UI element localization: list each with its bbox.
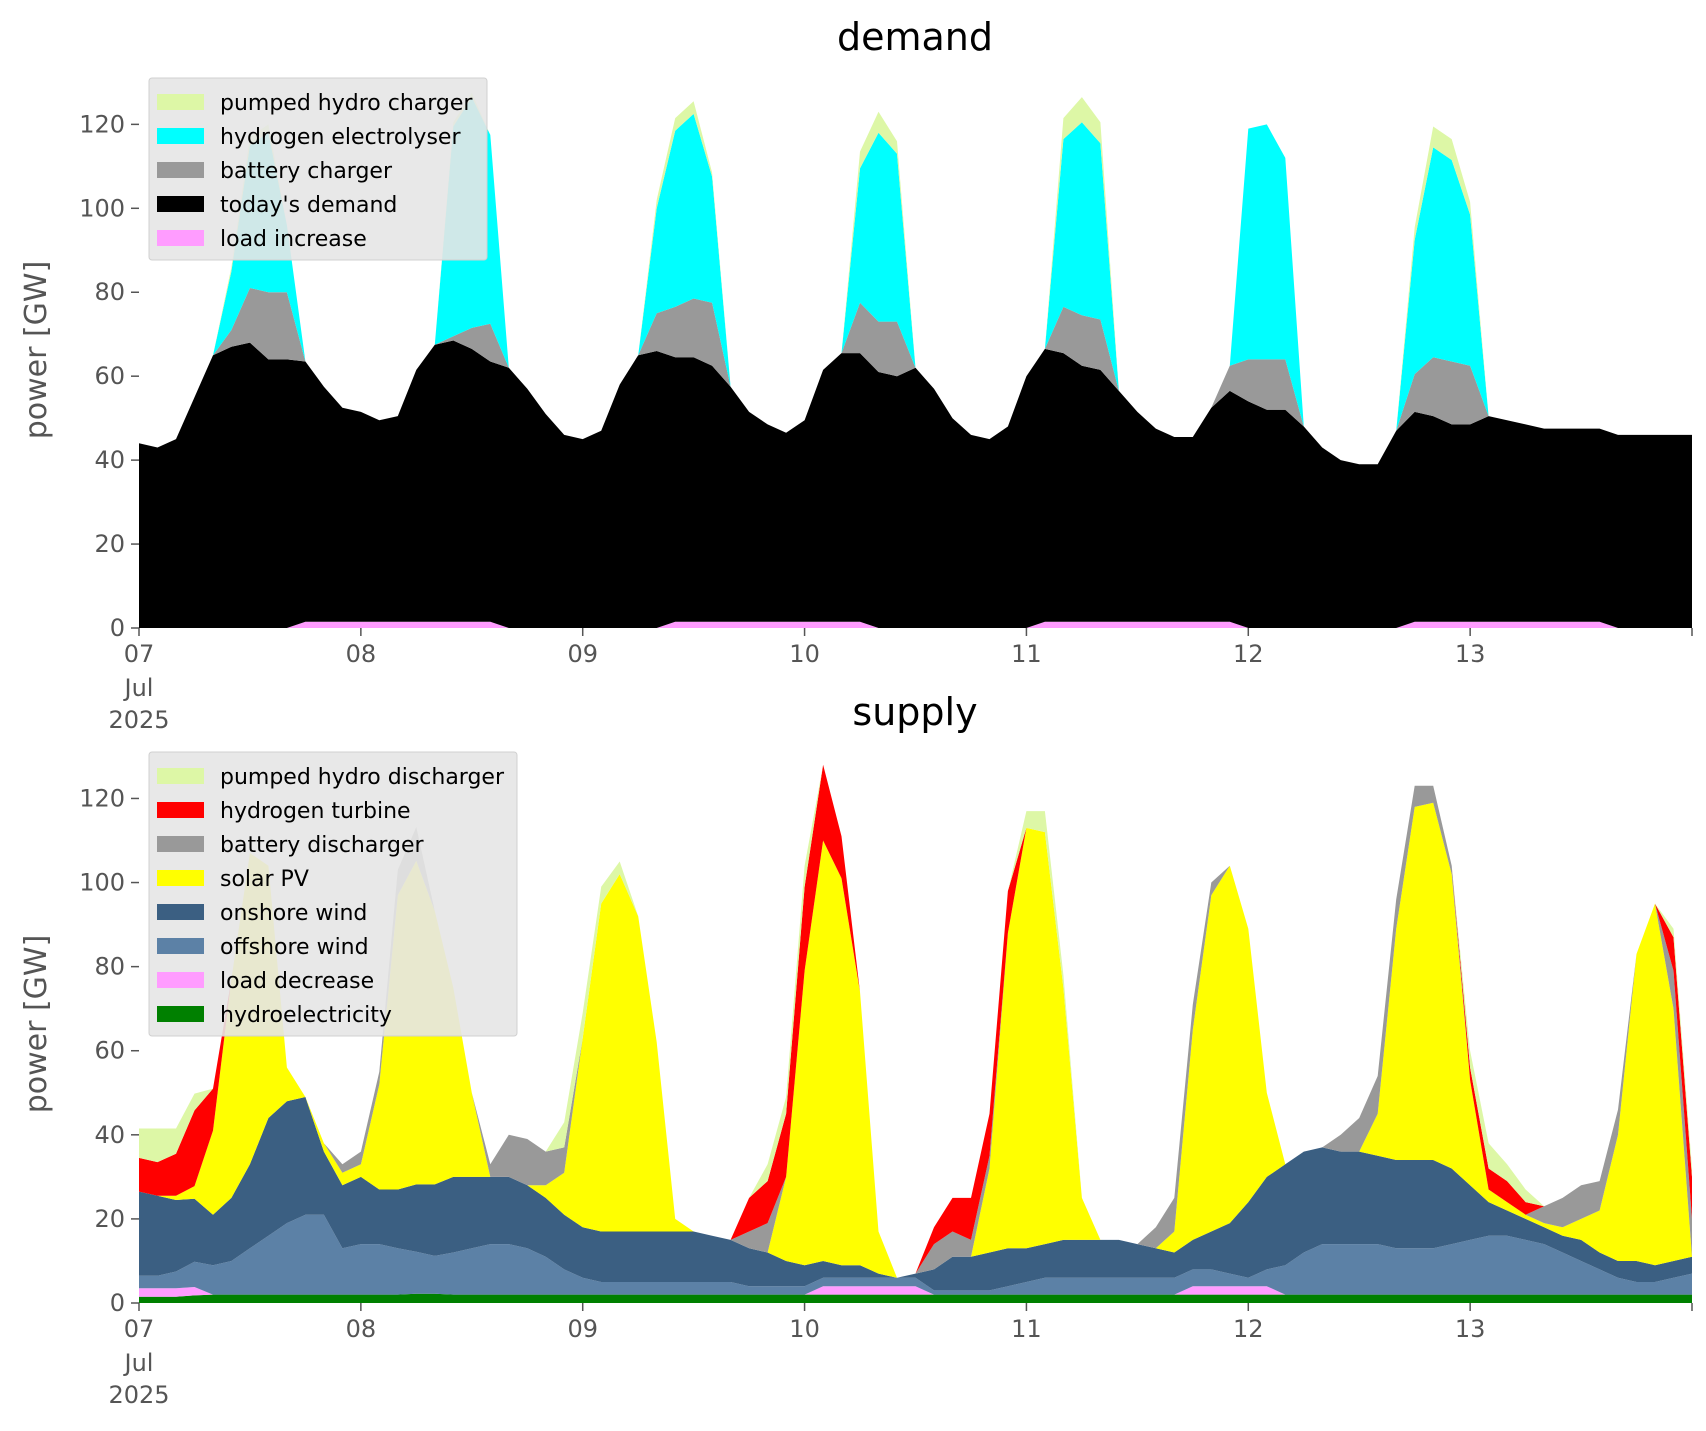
x-axis-ticks: 07 Jul 2025 08 09 10 11 12 13: [108, 1303, 1693, 1409]
legend-label: hydrogen turbine: [220, 799, 411, 824]
legend-label: hydroelectricity: [220, 1003, 392, 1028]
area-hydroelectricity: [139, 1293, 1692, 1303]
demand-panel: demand power [GW] 0 20 40 60 80 100 120 07 Jul 2…: [19, 15, 1693, 734]
x-tick-label: 08: [346, 1315, 377, 1343]
area-onshore-wind: [139, 1097, 1692, 1291]
area-battery-discharger: [139, 785, 1692, 1278]
x-tick-sublabel: Jul: [123, 1349, 154, 1377]
y-tick-label: 60: [94, 362, 125, 390]
x-tick-label: 07: [124, 640, 155, 668]
legend: pumped hydro charger hydrogen electrolyse…: [148, 77, 488, 261]
x-tick-sublabel: 2025: [108, 1381, 169, 1409]
legend-label: hydrogen electrolyser: [220, 125, 461, 150]
legend-label: onshore wind: [220, 901, 367, 926]
y-tick-label: 20: [94, 1205, 125, 1233]
x-tick-label: 08: [346, 640, 377, 668]
supply-panel: supply power [GW] 0 20 40 60 80 100 120 07 Jul 2…: [19, 690, 1693, 1409]
area-solar-pv: [139, 802, 1692, 1278]
area-offshore-wind: [139, 1214, 1692, 1295]
legend-swatch: [157, 938, 204, 954]
legend-swatch: [157, 196, 204, 212]
x-tick-label: 09: [567, 1315, 598, 1343]
y-axis-ticks: 0 20 40 60 80 100 120: [79, 784, 139, 1317]
y-tick-label: 60: [94, 1037, 125, 1065]
y-tick-label: 0: [110, 614, 125, 642]
legend-label: load increase: [220, 227, 367, 252]
area-layers: [139, 764, 1692, 1303]
legend-label: pumped hydro discharger: [220, 765, 505, 790]
area-layers: [139, 92, 1692, 628]
legend-label: pumped hydro charger: [220, 91, 473, 116]
y-tick-label: 80: [94, 278, 125, 306]
x-tick-label: 11: [1011, 640, 1042, 668]
legend-swatch: [157, 230, 204, 246]
y-axis-label: power [GW]: [19, 261, 54, 440]
legend: pumped hydro discharger hydrogen turbine b…: [148, 751, 518, 1037]
chart-title: supply: [852, 690, 977, 734]
area-load-decrease: [139, 1286, 1692, 1297]
x-tick-label: 10: [789, 1315, 820, 1343]
x-tick-label: 12: [1233, 1315, 1264, 1343]
legend-swatch: [157, 972, 204, 988]
legend-label: today's demand: [220, 193, 397, 218]
legend-label: solar PV: [220, 867, 309, 892]
chart-title: demand: [837, 15, 993, 59]
x-tick-label: 13: [1455, 640, 1486, 668]
y-tick-label: 100: [79, 194, 125, 222]
y-tick-label: 20: [94, 530, 125, 558]
legend-swatch: [157, 836, 204, 852]
y-tick-label: 80: [94, 953, 125, 981]
y-tick-label: 0: [110, 1289, 125, 1317]
x-tick-label: 13: [1455, 1315, 1486, 1343]
legend-swatch: [157, 904, 204, 920]
legend-swatch: [157, 128, 204, 144]
area-hydrogen-electrolyser: [139, 97, 1692, 465]
legend-label: offshore wind: [220, 935, 369, 960]
x-tick-sublabel: 2025: [108, 706, 169, 734]
legend-label: battery discharger: [220, 833, 425, 858]
legend-swatch: [157, 870, 204, 886]
area-today-s-demand: [139, 340, 1692, 628]
x-tick-label: 12: [1233, 640, 1264, 668]
legend-swatch: [157, 1006, 204, 1022]
x-tick-label: 09: [567, 640, 598, 668]
legend-swatch: [157, 94, 204, 110]
x-tick-sublabel: Jul: [123, 674, 154, 702]
legend-label: battery charger: [220, 159, 393, 184]
y-tick-label: 100: [79, 869, 125, 897]
y-tick-label: 40: [94, 1121, 125, 1149]
area-load-increase: [139, 621, 1692, 628]
x-tick-label: 11: [1011, 1315, 1042, 1343]
legend-swatch: [157, 768, 204, 784]
y-axis-ticks: 0 20 40 60 80 100 120: [79, 110, 139, 642]
x-tick-label: 10: [789, 640, 820, 668]
y-tick-label: 120: [79, 784, 125, 812]
legend-box: [148, 751, 518, 1037]
legend-swatch: [157, 802, 204, 818]
x-tick-label: 07: [124, 1315, 155, 1343]
x-axis-ticks: 07 Jul 2025 08 09 10 11 12 13: [108, 628, 1693, 734]
legend-swatch: [157, 162, 204, 178]
legend-label: load decrease: [220, 969, 374, 994]
y-tick-label: 120: [79, 110, 125, 138]
y-axis-label: power [GW]: [19, 935, 54, 1114]
y-tick-label: 40: [94, 446, 125, 474]
legend-box: [148, 77, 488, 261]
